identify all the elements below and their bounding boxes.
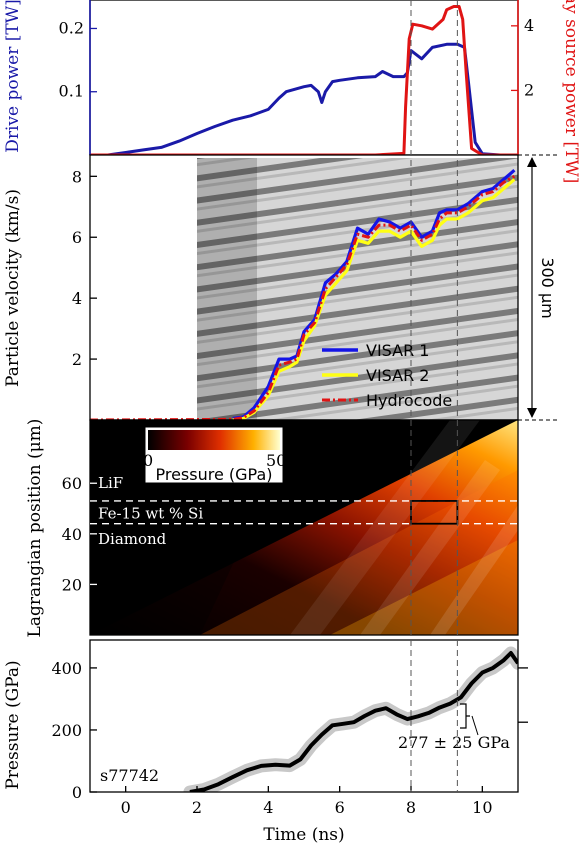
panel-pressure-map: LiF Fe-15 wt % Si Diamond 20 40 60 Lagrangia…	[25, 419, 519, 638]
lagrangian-axis-title: Lagrangian position (μm)	[25, 419, 45, 638]
velocity-tick-label: 2	[72, 350, 82, 369]
xray-power-line	[90, 5, 518, 155]
panel-particle-velocity: 2 4 6 8 Particle velocity (km/s) VISAR 1 VI…	[3, 154, 560, 421]
visar-streak-dark-band	[197, 158, 257, 420]
panel-4-frame	[89, 639, 519, 793]
particle-velocity-axis-title: Particle velocity (km/s)	[3, 189, 23, 387]
legend-label-visar-2: VISAR 2	[366, 366, 429, 385]
colorbar-gradient	[148, 430, 280, 450]
time-tick-label: 2	[192, 798, 202, 817]
time-axis-title: Time (ns)	[263, 825, 344, 845]
position-tick-label: 20	[62, 575, 82, 594]
panel-4-series	[183, 646, 518, 792]
panel-1-frame	[89, 0, 519, 156]
time-tick-label: 6	[335, 798, 345, 817]
panel-2-axes: 2 4 6 8	[72, 167, 97, 369]
xray-power-tick-label: 2	[524, 80, 534, 99]
colorbar-max-label: 500	[266, 451, 297, 470]
region-label: Diamond	[98, 530, 167, 548]
time-tick-label: 8	[406, 798, 416, 817]
pressure-tick-label: 0	[72, 783, 82, 802]
legend-label-hydrocode: Hydrocode	[366, 391, 452, 410]
pressure-tick-label: 200	[51, 721, 82, 740]
shot-label: s77742	[100, 766, 159, 785]
annotation-leader	[471, 715, 479, 736]
series-hydrocode	[90, 174, 516, 420]
event-lines	[410, 0, 458, 792]
time-tick-label: 4	[263, 798, 273, 817]
panel-3-axes: 20 40 60	[62, 474, 97, 594]
pressure-axis-title: Pressure (GPa)	[3, 660, 23, 789]
position-tick-label: 60	[62, 474, 82, 493]
drive-power-tick-label: 0.1	[59, 82, 84, 101]
drive-power-line	[90, 42, 518, 155]
legend-label-visar-1: VISAR 1	[366, 341, 429, 360]
pressure-colorbar: 0 500 Pressure (GPa)	[143, 426, 297, 484]
drive-power-tick-label: 0.2	[59, 18, 84, 37]
panel-1-axes: 0.1 0.2 2 4	[59, 0, 534, 155]
series-visar-1	[232, 168, 516, 420]
pressure-line	[189, 651, 518, 792]
colorbar-min-label: 0	[143, 451, 153, 470]
panel-4-axes: 0 200 400 0 2 4 6 8 10	[51, 659, 528, 817]
drive-power-axis-title: Drive power [TW]	[3, 0, 23, 153]
pressure-tick-label: 400	[51, 659, 82, 678]
region-label: LiF	[98, 474, 123, 492]
position-tick-label: 40	[62, 525, 82, 544]
panel-drive-power: 0.1 0.2 2 4 Drive power [TW] X-ray source p…	[3, 0, 581, 183]
time-tick-label: 0	[121, 798, 131, 817]
colorbar-title: Pressure (GPa)	[155, 465, 272, 484]
panel-1-series	[90, 5, 518, 155]
scale-bar-300um: 300 μm	[518, 154, 560, 421]
velocity-tick-label: 6	[72, 228, 82, 247]
panel-2-series	[90, 168, 516, 420]
region-label: Fe-15 wt % Si	[98, 505, 203, 523]
pressure-annotation: 277 ± 25 GPa	[398, 733, 510, 752]
velocity-legend: VISAR 1 VISAR 2 Hydrocode	[322, 341, 452, 410]
panel-3-frame	[89, 419, 519, 636]
annotation-bracket	[460, 703, 470, 729]
series-visar-2	[232, 178, 516, 420]
xray-power-tick-label: 4	[524, 16, 534, 35]
scale-bar-label: 300 μm	[538, 257, 557, 318]
xray-power-axis-title: X-ray source power [TW]	[561, 0, 581, 183]
velocity-tick-label: 4	[72, 289, 82, 308]
velocity-tick-label: 8	[72, 167, 82, 186]
time-tick-label: 10	[472, 798, 492, 817]
